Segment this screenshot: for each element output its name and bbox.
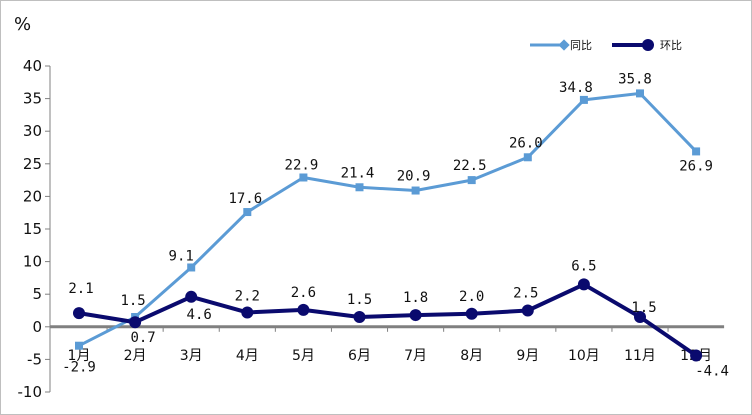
data-label: 1.5 bbox=[120, 293, 145, 309]
data-label: 21.4 bbox=[341, 165, 375, 181]
y-tick-label: 0 bbox=[32, 318, 42, 336]
data-label: 6.5 bbox=[571, 258, 596, 274]
data-label: 20.9 bbox=[397, 169, 431, 185]
series-mom bbox=[73, 278, 703, 362]
y-tick-label: 30 bbox=[23, 122, 42, 140]
x-tick-label: 10月 bbox=[568, 348, 600, 364]
data-point bbox=[523, 153, 532, 162]
data-point bbox=[690, 349, 703, 362]
data-point bbox=[692, 147, 701, 156]
data-label: -4.4 bbox=[695, 363, 729, 379]
data-point bbox=[577, 278, 590, 291]
series-line bbox=[78, 282, 698, 358]
data-label: 1.5 bbox=[631, 300, 656, 316]
data-label: 1.8 bbox=[403, 290, 428, 306]
data-label: 2.0 bbox=[459, 289, 484, 305]
y-tick-label: 10 bbox=[23, 253, 42, 271]
y-tick-label: 25 bbox=[23, 155, 42, 173]
legend: 同比 环比 bbox=[530, 39, 682, 52]
legend-item: 同比 bbox=[530, 39, 592, 52]
x-tick-label: 2月 bbox=[124, 348, 147, 364]
data-label: 0.7 bbox=[130, 330, 155, 346]
y-tick-label: -5 bbox=[27, 350, 42, 368]
y-tick-label: 35 bbox=[23, 90, 42, 108]
data-point bbox=[521, 304, 534, 317]
x-tick-label: 3月 bbox=[180, 348, 203, 364]
data-point bbox=[129, 316, 142, 329]
data-label: 9.1 bbox=[169, 248, 194, 264]
data-label: 34.8 bbox=[559, 80, 593, 96]
x-tick-label: 7月 bbox=[404, 348, 427, 364]
data-point bbox=[243, 208, 252, 217]
data-point bbox=[355, 183, 364, 192]
data-point bbox=[636, 89, 644, 98]
data-label: 17.6 bbox=[228, 191, 262, 207]
x-tick-label: 5月 bbox=[292, 348, 315, 364]
x-axis: 1月2月3月4月5月6月7月8月9月10月11月12月 bbox=[50, 325, 725, 364]
data-label: 2.5 bbox=[513, 286, 538, 302]
series-line bbox=[78, 91, 698, 348]
data-point bbox=[185, 290, 198, 303]
legend-marker bbox=[558, 39, 570, 51]
data-label: 22.9 bbox=[285, 157, 319, 173]
data-point bbox=[73, 307, 85, 320]
data-point bbox=[241, 306, 254, 319]
data-label: 35.8 bbox=[618, 71, 652, 87]
legend-label: 同比 bbox=[570, 39, 592, 52]
y-axis: -10 -5 0 5 10 15 20 25 30 35 40 bbox=[18, 57, 51, 401]
data-point bbox=[411, 186, 420, 195]
data-point bbox=[187, 263, 196, 272]
y-tick-label: -10 bbox=[18, 383, 43, 401]
data-label: 1.5 bbox=[347, 292, 372, 308]
legend-label: 环比 bbox=[660, 39, 682, 52]
y-tick-label: 20 bbox=[23, 187, 42, 205]
y-tick-label: 5 bbox=[32, 285, 42, 303]
data-label: 2.6 bbox=[291, 285, 316, 301]
data-label: 22.5 bbox=[453, 158, 487, 174]
data-point bbox=[297, 303, 310, 316]
data-label: 26.0 bbox=[509, 135, 543, 151]
x-tick-label: 4月 bbox=[236, 348, 259, 364]
x-tick-label: 8月 bbox=[460, 348, 483, 364]
x-tick-label: 9月 bbox=[516, 348, 539, 364]
data-point bbox=[75, 341, 83, 350]
data-label: 26.9 bbox=[679, 158, 713, 174]
legend-item: 环比 bbox=[612, 39, 682, 52]
data-label: -2.9 bbox=[62, 360, 96, 376]
x-tick-label: 11月 bbox=[624, 348, 656, 364]
y-tick-label: 15 bbox=[23, 220, 42, 238]
data-point bbox=[409, 309, 422, 322]
data-point bbox=[579, 95, 588, 104]
x-tick-label: 1月 bbox=[68, 348, 91, 364]
x-tick-label: 6月 bbox=[348, 348, 371, 364]
data-label: 2.2 bbox=[235, 288, 260, 304]
legend-marker bbox=[642, 39, 654, 51]
unit-label: % bbox=[14, 14, 31, 35]
data-label: 4.6 bbox=[187, 307, 212, 323]
series-layer bbox=[73, 89, 703, 362]
y-tick-label: 40 bbox=[23, 57, 42, 75]
data-point bbox=[353, 311, 366, 324]
data-point bbox=[467, 176, 476, 185]
data-label: 2.1 bbox=[68, 281, 93, 297]
data-point bbox=[465, 307, 478, 320]
data-point bbox=[299, 173, 308, 182]
data-point bbox=[634, 311, 646, 324]
data-labels: -2.9 1.5 9.1 17.6 22.9 21.4 20.9 22.5 26.0 34.8 35… bbox=[62, 71, 729, 379]
